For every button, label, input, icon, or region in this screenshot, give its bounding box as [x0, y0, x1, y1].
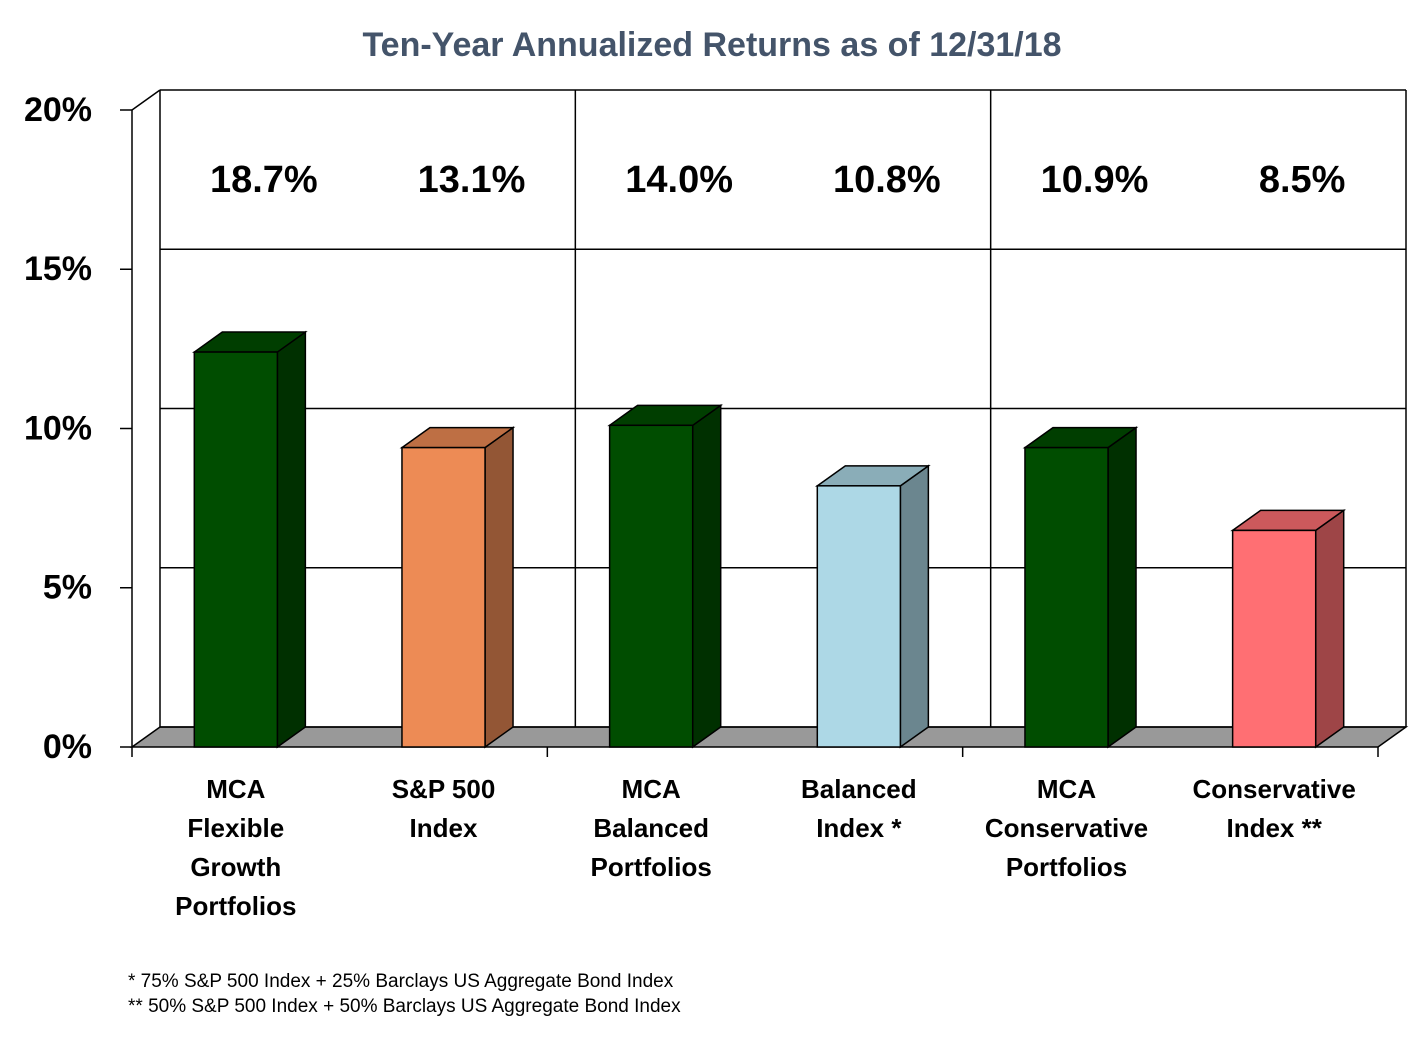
bar — [193, 351, 279, 748]
bar-label: 14.0% — [625, 159, 733, 201]
bar-label: 10.8% — [833, 159, 941, 201]
x-tick-label-line: MCA — [1037, 774, 1096, 804]
bar-side — [484, 426, 514, 749]
y-tick-label: 10% — [24, 409, 92, 447]
bar-label: 8.5% — [1259, 159, 1346, 201]
x-tick-label-line: Index ** — [1226, 813, 1322, 843]
bar-side — [691, 403, 722, 749]
bar-label: 13.1% — [418, 159, 526, 201]
x-tick-label: Balanced Index * — [801, 774, 917, 843]
bar — [608, 424, 694, 748]
bar — [401, 446, 486, 748]
bar — [1231, 529, 1317, 748]
footnote: ** 50% S&P 500 Index + 50% Barclays US A… — [128, 996, 681, 1017]
y-tick-label: 5% — [43, 569, 92, 607]
bar-label: 18.7% — [210, 159, 318, 201]
x-tick-label: MCA Balanced Portfolios — [590, 774, 711, 882]
x-tick-label-line: Conservative — [1193, 774, 1356, 804]
x-tick-label-line: Index * — [816, 813, 902, 843]
x-tick-label-line: Balanced — [801, 774, 917, 804]
x-tick-label-line: Conservative — [985, 813, 1148, 843]
bar-side — [1314, 508, 1345, 749]
x-tick-label-line: Portfolios — [175, 891, 296, 921]
x-tick-label-line: Index — [410, 813, 478, 843]
x-tick-label-line: Portfolios — [590, 852, 711, 882]
y-tick-label: 0% — [43, 728, 92, 766]
bar-label: 10.9% — [1041, 159, 1149, 201]
bar-side — [899, 464, 930, 749]
x-tick-label: MCA Conservative Portfolios — [985, 774, 1148, 882]
x-tick-label: MCA Flexible Growth Portfolios — [175, 774, 296, 921]
chart-title: Ten-Year Annualized Returns as of 12/31/… — [362, 26, 1061, 64]
x-tick-label-line: Flexible — [187, 813, 284, 843]
y-tick-label: 15% — [24, 250, 92, 288]
x-tick-label-line: S&P 500 — [392, 774, 496, 804]
wall-edge — [131, 89, 161, 111]
x-tick-label-line: MCA — [622, 774, 681, 804]
x-tick-label-line: Portfolios — [1006, 852, 1127, 882]
x-tick-label: S&P 500 Index — [392, 774, 496, 843]
footnote: * 75% S&P 500 Index + 25% Barclays US Ag… — [128, 971, 674, 992]
bar-side — [1107, 426, 1137, 749]
y-tick-label: 20% — [24, 91, 92, 129]
bar-side — [276, 330, 307, 749]
bar — [1024, 446, 1109, 748]
x-tick-label-line: Balanced — [593, 813, 709, 843]
x-tick-label: Conservative Index ** — [1193, 774, 1356, 843]
floor — [129, 726, 1409, 748]
bar — [816, 485, 902, 748]
x-tick-label-line: MCA — [206, 774, 265, 804]
x-tick-label-line: Growth — [190, 852, 281, 882]
